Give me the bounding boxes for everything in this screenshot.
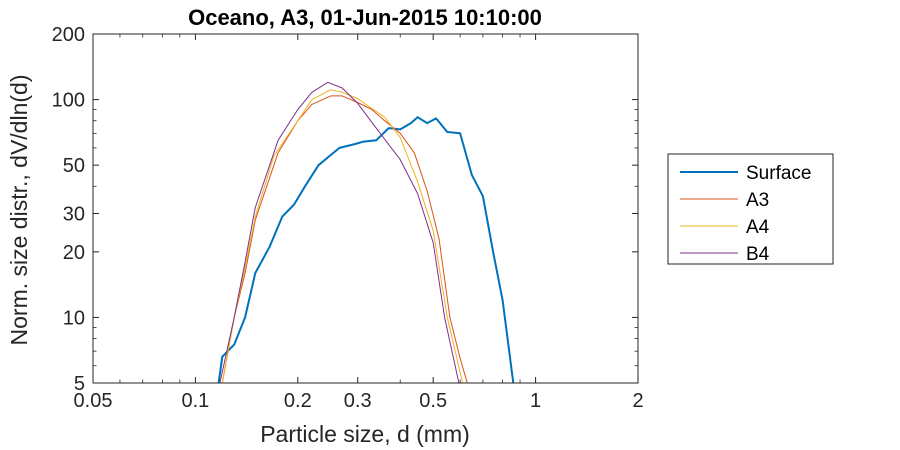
series-line-a3: [221, 95, 468, 383]
series-line-surface: [217, 116, 515, 383]
x-tick-label: 0.05: [74, 390, 113, 412]
y-tick-label: 30: [63, 203, 85, 225]
series-layer: [217, 81, 515, 383]
y-tick-label: 20: [63, 242, 85, 264]
series-line-a4: [221, 89, 464, 383]
legend-label-b4: B4: [746, 244, 770, 265]
legend-label-a3: A3: [746, 190, 769, 211]
x-tick-label: 0.5: [419, 390, 447, 412]
x-axis-title: Particle size, d (mm): [260, 421, 470, 447]
y-tick-label: 100: [52, 90, 85, 112]
y-tick-label: 10: [63, 307, 85, 329]
legend-label-a4: A4: [746, 217, 770, 238]
y-axis-title: Norm. size distr., dV/dln(d): [6, 75, 32, 346]
x-tick-label: 0.3: [344, 390, 372, 412]
plot-area-background: [93, 34, 638, 383]
y-tick-label: 50: [63, 155, 85, 177]
y-tick-label: 5: [74, 373, 85, 395]
chart-title: Oceano, A3, 01-Jun-2015 10:10:00: [188, 5, 542, 30]
y-tick-label: 200: [52, 24, 85, 46]
series-line-b4: [219, 81, 460, 383]
x-tick-label: 1: [530, 390, 541, 412]
x-tick-label: 0.1: [182, 390, 210, 412]
series-group: [217, 81, 515, 383]
legend-label-surface: Surface: [746, 163, 811, 184]
plot-frame: [92, 33, 639, 384]
x-tick-label: 0.2: [284, 390, 312, 412]
x-tick-label: 2: [632, 390, 643, 412]
legend: Surface A3 A4 B4: [667, 153, 834, 265]
